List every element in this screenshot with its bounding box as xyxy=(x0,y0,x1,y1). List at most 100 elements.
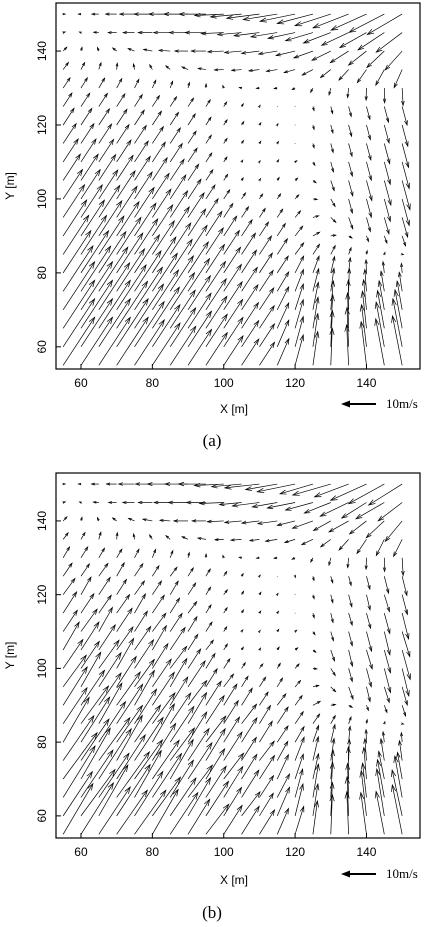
arrow-head xyxy=(283,237,289,244)
velocity-arrow xyxy=(223,589,229,595)
arrow-shaft xyxy=(401,88,404,106)
velocity-arrow xyxy=(257,159,261,164)
arrow-head xyxy=(187,551,190,556)
velocity-arrow xyxy=(330,124,334,135)
velocity-arrow xyxy=(111,517,117,522)
velocity-arrow xyxy=(80,781,115,835)
velocity-arrow xyxy=(312,124,315,131)
arrow-head xyxy=(381,260,385,266)
arrow-shaft xyxy=(199,502,224,504)
arrow-head xyxy=(267,720,273,727)
velocity-arrow xyxy=(80,46,83,52)
arrow-head xyxy=(386,229,390,235)
arrow-shaft xyxy=(223,683,238,706)
arrow-shaft xyxy=(293,50,314,59)
arrow-head xyxy=(189,307,197,315)
arrow-head xyxy=(404,120,408,127)
arrow-head xyxy=(137,232,144,240)
arrow-head xyxy=(174,111,180,117)
arrow-head xyxy=(284,706,289,712)
arrow-shaft xyxy=(259,775,274,798)
arrow-head xyxy=(165,188,172,196)
arrow-head xyxy=(312,126,315,131)
arrow-head xyxy=(375,767,381,776)
arrow-shaft xyxy=(234,32,260,37)
arrow-shaft xyxy=(98,701,126,743)
arrow-head xyxy=(384,709,388,714)
velocity-arrow xyxy=(294,210,302,218)
arrow-head xyxy=(157,716,164,725)
arrow-shaft xyxy=(224,50,242,53)
velocity-arrow xyxy=(266,32,296,40)
arrow-head xyxy=(359,303,365,312)
velocity-arrow xyxy=(98,199,123,237)
arrow-shaft xyxy=(284,539,296,543)
arrow-head xyxy=(200,31,207,36)
velocity-arrow xyxy=(206,49,224,54)
arrow-head xyxy=(396,751,401,759)
velocity-arrow xyxy=(223,804,243,835)
arrow-head xyxy=(238,86,243,90)
velocity-arrow xyxy=(137,500,153,505)
arrow-shaft xyxy=(401,198,410,226)
arrow-head xyxy=(238,752,245,760)
velocity-dot xyxy=(294,594,296,596)
arrow-head xyxy=(314,330,320,339)
arrow-shaft xyxy=(62,562,73,577)
arrow-shaft xyxy=(62,732,98,780)
arrow-shaft xyxy=(143,49,153,52)
arrow-shaft xyxy=(134,109,145,126)
arrow-shaft xyxy=(80,230,109,274)
arrow-head xyxy=(201,711,208,719)
velocity-arrow xyxy=(187,257,211,292)
arrow-head xyxy=(300,541,306,546)
velocity-arrow xyxy=(223,716,241,743)
arrow-head xyxy=(181,536,186,540)
velocity-arrow xyxy=(169,612,183,632)
velocity-arrow xyxy=(294,268,304,292)
arrow-shaft xyxy=(62,655,87,688)
arrow-shaft xyxy=(187,293,212,329)
arrow-shaft xyxy=(134,771,164,817)
velocity-arrow xyxy=(391,783,403,835)
velocity-arrow xyxy=(116,593,131,614)
velocity-arrow xyxy=(348,13,385,33)
arrow-shaft xyxy=(348,594,353,607)
velocity-arrow xyxy=(223,156,228,163)
velocity-arrow xyxy=(278,483,314,495)
arrow-head xyxy=(123,752,130,761)
velocity-arrow xyxy=(348,668,353,683)
velocity-arrow xyxy=(205,210,223,237)
arrow-shaft xyxy=(223,335,244,366)
arrow-shaft xyxy=(252,502,278,508)
arrow-head xyxy=(366,238,369,243)
arrow-shaft xyxy=(62,123,77,144)
arrow-shaft xyxy=(169,326,197,366)
arrow-shaft xyxy=(187,113,196,126)
arrow-shaft xyxy=(241,250,257,274)
arrow-head xyxy=(134,671,141,679)
arrow-shaft xyxy=(348,106,352,117)
arrow-shaft xyxy=(348,198,353,214)
arrow-head xyxy=(276,646,280,651)
arrow-head xyxy=(170,80,174,85)
arrow-shaft xyxy=(98,298,131,348)
arrow-head xyxy=(314,312,320,321)
velocity-arrow xyxy=(223,215,238,237)
arrow-shaft xyxy=(328,557,332,566)
velocity-arrow xyxy=(187,691,208,724)
arrow-head xyxy=(96,183,103,192)
arrow-shaft xyxy=(152,126,164,144)
arrow-shaft xyxy=(169,792,199,835)
arrow-head xyxy=(347,60,354,66)
arrow-shaft xyxy=(205,765,227,798)
arrow-head xyxy=(247,68,253,72)
velocity-arrow xyxy=(244,483,278,491)
arrow-shaft xyxy=(116,217,142,255)
arrow-head xyxy=(137,500,143,505)
arrow-shaft xyxy=(62,154,81,181)
velocity-arrow xyxy=(312,649,317,653)
arrow-head xyxy=(367,585,371,591)
velocity-arrow xyxy=(205,277,227,311)
arrow-head xyxy=(279,208,284,213)
